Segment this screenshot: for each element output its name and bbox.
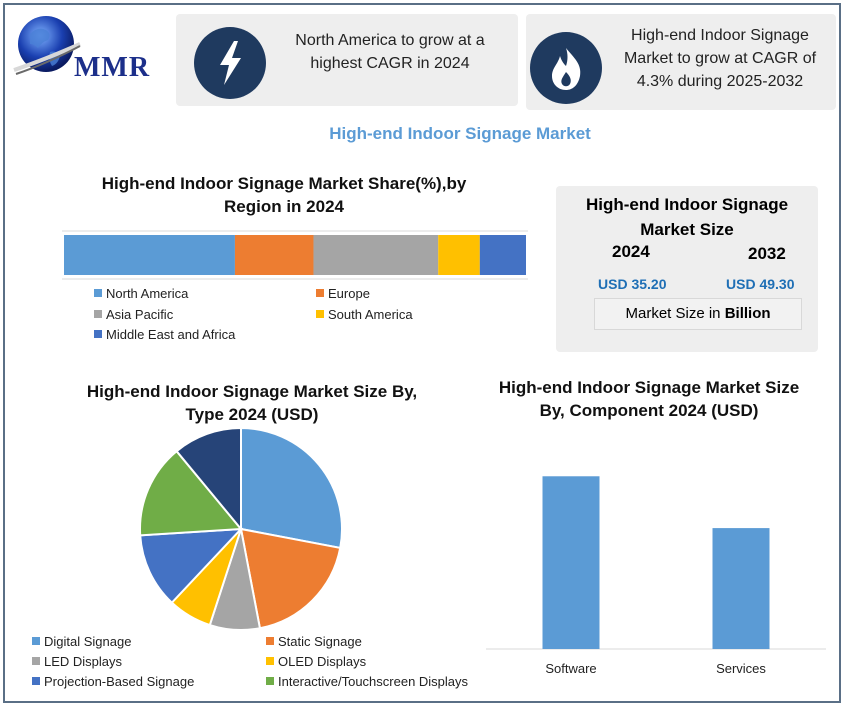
- year-2032: 2032: [748, 244, 786, 263]
- pie-slice: [175, 426, 242, 532]
- legend-item: Europe: [316, 286, 370, 301]
- value-2024: USD 35.20: [598, 276, 667, 292]
- legend-item: Digital Signage: [32, 634, 131, 649]
- type-pie-chart: [139, 426, 343, 631]
- legend-label: Europe: [328, 286, 370, 301]
- callout-text: North America to grow at a highest CAGR …: [295, 32, 485, 72]
- pie-slice: [139, 449, 244, 537]
- infographic-frame: [3, 3, 841, 703]
- lightning-icon: [220, 41, 241, 85]
- legend-swatch: [32, 657, 40, 665]
- region-share-title: High-end Indoor Signage Market Share(%),…: [101, 174, 467, 216]
- legend-label: LED Displays: [44, 654, 123, 669]
- type-pie-title: High-end Indoor Signage Market Size By, …: [86, 382, 418, 424]
- unit-prefix: Market Size in: [625, 305, 725, 322]
- legend-label: Interactive/Touchscreen Displays: [278, 674, 469, 689]
- legend-swatch: [94, 330, 102, 338]
- legend-item: Middle East and Africa: [94, 327, 235, 342]
- legend-item: LED Displays: [32, 654, 122, 669]
- legend-label: Static Signage: [278, 634, 362, 649]
- value-2032: USD 49.30: [726, 276, 795, 292]
- market-size-unit: Market Size in Billion: [594, 298, 802, 330]
- legend-swatch: [316, 289, 324, 297]
- market-size-box: High-end Indoor Signage Market Size 2024…: [556, 186, 818, 352]
- pie-slice: [240, 426, 343, 550]
- callout-text: High-end Indoor Signage Market to grow a…: [623, 27, 817, 90]
- pie-slice: [239, 527, 342, 630]
- legend-item: South America: [316, 307, 413, 322]
- callout-cagr: High-end Indoor Signage Market to grow a…: [526, 14, 836, 110]
- stack-segment: [479, 235, 526, 275]
- legend-item: Interactive/Touchscreen Displays: [266, 674, 468, 689]
- year-2024: 2024: [612, 242, 650, 261]
- legend-swatch: [94, 310, 102, 318]
- legend-swatch: [316, 310, 324, 318]
- legend-item: OLED Displays: [266, 654, 366, 669]
- callout-north-america: North America to grow at a highest CAGR …: [176, 14, 518, 106]
- region-legend: North America Europe Asia Pacific South …: [94, 286, 494, 346]
- legend-item: Static Signage: [266, 634, 362, 649]
- legend-swatch: [32, 677, 40, 685]
- legend-label: Digital Signage: [44, 634, 132, 649]
- component-bar-title: High-end Indoor Signage Market Size By, …: [498, 378, 800, 420]
- globe-icon: [13, 16, 81, 75]
- legend-swatch: [94, 289, 102, 297]
- component-bar-chart: Software Services: [486, 476, 826, 676]
- stack-segment: [234, 235, 314, 275]
- main-title: High-end Indoor Signage Market: [329, 124, 591, 143]
- legend-swatch: [266, 677, 274, 685]
- callout-icon-circle: [194, 27, 266, 99]
- type-legend: Digital Signage Static Signage LED Displ…: [32, 634, 492, 698]
- logo-text: MMR: [74, 52, 151, 83]
- stack-segment: [64, 235, 235, 275]
- callout-icon-circle: [530, 32, 602, 104]
- x-tick-label: Software: [545, 661, 596, 676]
- legend-swatch: [266, 657, 274, 665]
- unit-bold: Billion: [724, 305, 771, 322]
- flame-icon: [552, 48, 581, 90]
- legend-item: Projection-Based Signage: [32, 674, 194, 689]
- x-tick-label: Services: [716, 661, 766, 676]
- legend-label: OLED Displays: [278, 654, 367, 669]
- legend-label: Asia Pacific: [106, 307, 174, 322]
- logo: MMR: [12, 8, 152, 88]
- legend-label: Projection-Based Signage: [44, 674, 195, 689]
- bar: [712, 528, 770, 649]
- region-share-chart: [62, 230, 528, 280]
- bar: [542, 476, 600, 649]
- pie-slice: [139, 527, 244, 605]
- legend-item: North America: [94, 286, 188, 301]
- legend-swatch: [266, 637, 274, 645]
- legend-label: South America: [328, 307, 413, 322]
- legend-item: Asia Pacific: [94, 307, 173, 322]
- stack-segment: [313, 235, 439, 275]
- legend-label: Middle East and Africa: [106, 327, 236, 342]
- legend-label: North America: [106, 286, 189, 301]
- stack-segment: [438, 235, 480, 275]
- legend-swatch: [32, 637, 40, 645]
- market-size-title: High-end Indoor Signage Market Size: [585, 195, 789, 239]
